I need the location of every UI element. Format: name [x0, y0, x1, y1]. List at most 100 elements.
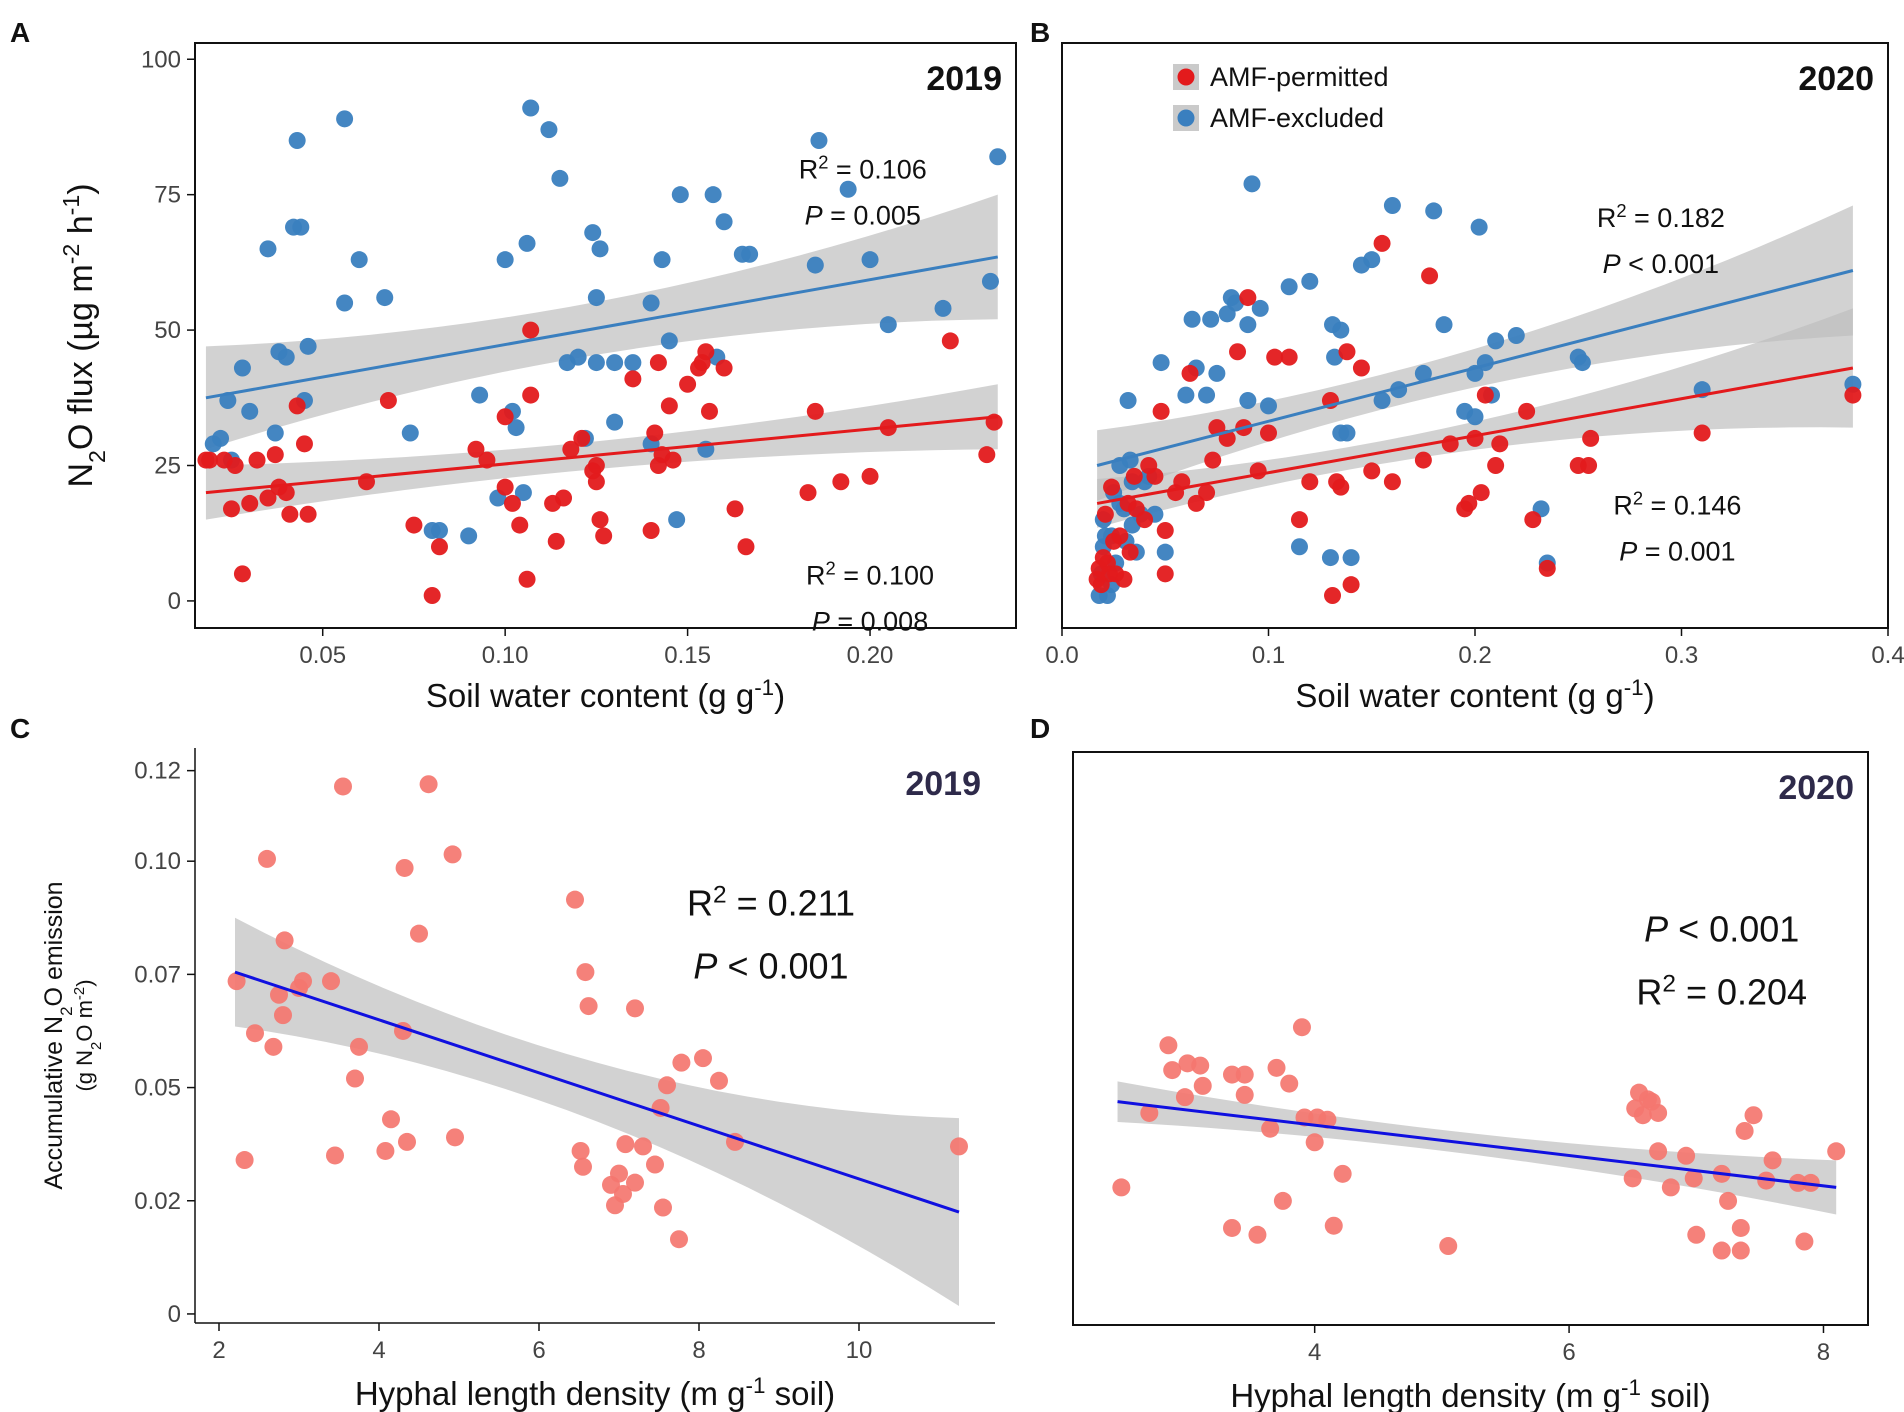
data-point	[584, 224, 602, 242]
data-point	[241, 494, 259, 512]
data-point	[1421, 267, 1439, 285]
data-point	[1202, 310, 1220, 328]
data-point	[1827, 1142, 1846, 1161]
x-tick-label: 0.0	[1045, 642, 1078, 669]
panel-letter: C	[10, 713, 30, 744]
plot-area	[197, 99, 1007, 604]
data-point	[726, 500, 744, 518]
data-point	[626, 999, 644, 1018]
data-point	[1280, 278, 1298, 296]
x-axis-label: Hyphal length density (m g-1 soil)	[1230, 1375, 1710, 1412]
data-point	[879, 316, 897, 334]
data-point	[1573, 354, 1591, 372]
confidence-band	[205, 194, 998, 450]
data-point	[1487, 332, 1505, 350]
data-point	[1119, 392, 1137, 409]
data-point	[430, 538, 448, 556]
data-point	[555, 489, 573, 507]
data-point	[219, 392, 237, 409]
data-point	[1414, 451, 1432, 469]
stat-annotation: R2 = 0.100	[806, 557, 934, 591]
fit-line	[1117, 1100, 1837, 1189]
fit-line	[234, 970, 960, 1214]
data-point	[1248, 1225, 1267, 1244]
data-point	[654, 1198, 672, 1217]
data-point	[579, 997, 598, 1016]
data-point	[410, 924, 428, 943]
panel-b: B 0.0 0.1 0.2 0.3 0.4 Soil water content (g g-…	[1030, 17, 1904, 714]
data-point	[664, 451, 682, 469]
x-tick-label: 0.15	[664, 642, 711, 669]
data-point	[1267, 1058, 1286, 1077]
data-point	[1582, 429, 1600, 447]
data-point	[1373, 234, 1391, 252]
plot-frame	[194, 42, 1017, 629]
data-point	[672, 1053, 691, 1072]
data-point	[989, 148, 1007, 166]
confidence-band	[1097, 205, 1853, 501]
data-point	[1239, 392, 1257, 409]
data-point	[246, 1024, 264, 1043]
data-point	[1280, 348, 1298, 366]
x-tick-label: 8	[1817, 1339, 1830, 1366]
data-point	[1204, 451, 1222, 469]
data-point	[1198, 484, 1216, 502]
data-point	[322, 972, 340, 991]
data-point	[1229, 343, 1247, 361]
data-point	[1383, 197, 1401, 214]
data-point	[496, 478, 514, 496]
data-point	[1305, 1133, 1324, 1152]
data-point	[1261, 1119, 1280, 1138]
data-point	[1425, 202, 1443, 220]
data-point	[1524, 511, 1542, 529]
plot-frame	[1072, 751, 1869, 1326]
x-tick-label: 0.3	[1665, 642, 1698, 669]
data-point	[1795, 1232, 1814, 1251]
data-point	[1363, 462, 1381, 480]
data-point	[741, 245, 759, 263]
data-point	[382, 1110, 400, 1129]
data-point	[1177, 386, 1195, 404]
data-point	[642, 294, 660, 312]
data-point	[299, 505, 317, 523]
data-point	[1290, 511, 1308, 529]
data-point	[1460, 494, 1478, 512]
data-point	[376, 289, 394, 307]
data-point	[634, 1137, 652, 1156]
data-point	[941, 332, 959, 350]
data-point	[514, 484, 532, 502]
data-point	[518, 570, 536, 588]
data-point	[569, 348, 587, 366]
data-point	[1466, 429, 1484, 447]
data-point	[606, 354, 624, 372]
data-point	[1321, 549, 1339, 567]
data-point	[1191, 1056, 1210, 1075]
plot-area	[1088, 175, 1862, 604]
data-point	[978, 446, 996, 464]
data-point	[715, 359, 733, 377]
data-point	[336, 110, 354, 128]
stat-annotation: P < 0.001	[1644, 908, 1799, 949]
x-tick-label: 0.05	[299, 642, 346, 669]
data-point	[571, 1141, 590, 1160]
data-point	[292, 218, 310, 236]
y-tick-label: 100	[141, 46, 181, 73]
data-point	[810, 132, 828, 149]
stat-annotation: R2 = 0.182	[1597, 200, 1725, 234]
data-point	[197, 451, 215, 469]
data-point	[587, 289, 605, 307]
data-point	[737, 538, 755, 556]
data-point	[1156, 565, 1174, 583]
data-point	[1649, 1142, 1668, 1161]
data-point	[1239, 289, 1257, 307]
data-point	[1136, 511, 1154, 529]
data-point	[1633, 1106, 1652, 1125]
data-point	[467, 440, 485, 458]
data-point	[806, 256, 824, 274]
data-point	[1115, 570, 1133, 588]
data-point	[522, 386, 540, 404]
y-tick-label: 0.05	[134, 1075, 181, 1102]
data-point	[694, 1049, 712, 1068]
stat-annotation: R2 = 0.211	[687, 881, 855, 924]
data-point	[1103, 478, 1121, 496]
